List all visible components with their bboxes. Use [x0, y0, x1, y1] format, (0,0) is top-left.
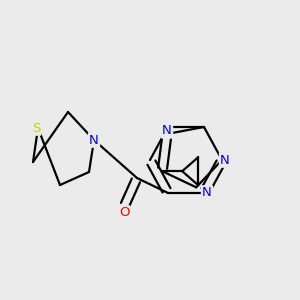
Text: N: N [202, 187, 212, 200]
Text: N: N [162, 124, 172, 137]
Text: N: N [89, 134, 99, 146]
Text: N: N [220, 154, 230, 166]
Text: O: O [119, 206, 129, 220]
Text: S: S [32, 122, 40, 134]
